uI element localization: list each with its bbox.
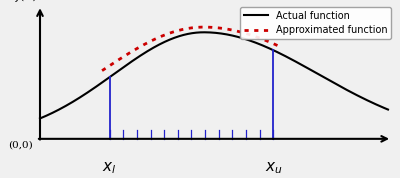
Text: $x_l$: $x_l$ bbox=[102, 160, 117, 176]
Text: f(x): f(x) bbox=[16, 0, 40, 2]
Text: (0,0): (0,0) bbox=[8, 141, 33, 150]
Legend: Actual function, Approximated function: Actual function, Approximated function bbox=[240, 7, 391, 39]
Text: $x_u$: $x_u$ bbox=[264, 160, 282, 176]
